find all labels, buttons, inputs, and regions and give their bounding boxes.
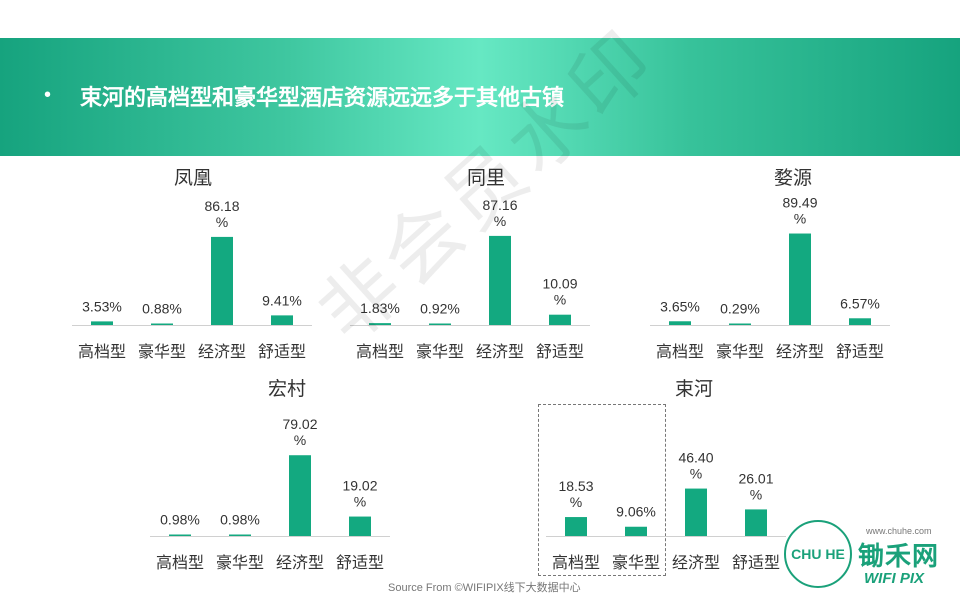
chart-bar bbox=[91, 321, 113, 325]
chuhe-badge-icon: CHU HE bbox=[784, 520, 852, 588]
x-tick-label: 高档型 bbox=[552, 554, 600, 572]
x-tick-label: 经济型 bbox=[776, 343, 824, 361]
x-tick-label: 舒适型 bbox=[836, 343, 884, 361]
data-label: 0.29% bbox=[720, 301, 760, 317]
chart-bar bbox=[429, 323, 451, 325]
x-tick-label: 舒适型 bbox=[336, 554, 384, 572]
chart-title: 宏村 bbox=[268, 378, 306, 400]
data-label: 86.18% bbox=[204, 198, 239, 230]
brand-logo: CHU HE www.chuhe.com 锄禾网 WIFI PIX bbox=[780, 518, 960, 600]
data-label: 3.65% bbox=[660, 298, 700, 314]
x-tick-label: 经济型 bbox=[672, 554, 720, 572]
x-tick-label: 豪华型 bbox=[716, 342, 764, 361]
data-label: 0.92% bbox=[420, 301, 460, 317]
chart-bar bbox=[789, 233, 811, 325]
x-tick-label: 舒适型 bbox=[536, 343, 584, 361]
title-banner bbox=[0, 38, 960, 156]
page-title: 束河的高档型和豪华型酒店资源远远多于其他古镇 bbox=[80, 85, 565, 110]
x-tick-label: 豪华型 bbox=[216, 553, 264, 572]
data-label: 0.88% bbox=[142, 301, 182, 317]
x-tick-label: 高档型 bbox=[656, 343, 704, 361]
x-tick-label: 豪华型 bbox=[138, 342, 186, 361]
chart-bar bbox=[565, 517, 587, 536]
x-tick-label: 豪华型 bbox=[612, 553, 660, 572]
x-tick-label: 舒适型 bbox=[258, 343, 306, 361]
chart-bar bbox=[729, 323, 751, 325]
data-label: 79.02% bbox=[282, 416, 317, 448]
highlight-box bbox=[538, 404, 666, 576]
data-label: 9.41% bbox=[262, 292, 302, 308]
data-label: 19.02% bbox=[342, 478, 377, 510]
x-tick-label: 高档型 bbox=[78, 343, 126, 361]
data-label: 9.06% bbox=[616, 504, 656, 520]
data-label: 87.16% bbox=[482, 197, 517, 229]
source-note: Source From ©WIFIPIX线下大数据中心 bbox=[388, 582, 581, 594]
x-tick-label: 舒适型 bbox=[732, 554, 780, 572]
chart-bar bbox=[549, 314, 571, 325]
data-label: 26.01% bbox=[738, 470, 773, 502]
chart-bar bbox=[211, 236, 233, 325]
x-tick-label: 豪华型 bbox=[416, 342, 464, 361]
chart-title: 束河 bbox=[675, 378, 713, 400]
logo-brand: WIFI PIX bbox=[864, 570, 924, 587]
data-label: 1.83% bbox=[360, 300, 400, 316]
chart-bar bbox=[349, 516, 371, 536]
chart-bar bbox=[271, 315, 293, 325]
x-tick-label: 经济型 bbox=[276, 554, 324, 572]
chart-bar bbox=[849, 318, 871, 325]
chart-title: 婺源 bbox=[774, 167, 812, 189]
chart-bar bbox=[669, 321, 691, 325]
chart-bar bbox=[369, 323, 391, 325]
x-tick-label: 经济型 bbox=[476, 343, 524, 361]
bullet-point: • bbox=[44, 84, 52, 106]
chart-bar bbox=[169, 534, 191, 536]
chart-bar bbox=[489, 235, 511, 325]
chart-bar bbox=[151, 323, 173, 325]
chart-title: 同里 bbox=[467, 168, 505, 189]
x-tick-label: 高档型 bbox=[156, 554, 204, 572]
logo-name: 锄禾网 bbox=[858, 541, 940, 571]
chart-title: 凤凰 bbox=[174, 168, 212, 189]
data-label: 46.40% bbox=[678, 450, 713, 482]
chart-bar bbox=[745, 509, 767, 536]
x-tick-label: 经济型 bbox=[198, 343, 246, 361]
data-label: 6.57% bbox=[840, 295, 880, 311]
data-label: 0.98% bbox=[220, 512, 260, 528]
data-label: 0.98% bbox=[160, 512, 200, 528]
data-label: 18.53% bbox=[558, 478, 593, 510]
chart-bar bbox=[289, 455, 311, 536]
data-label: 10.09% bbox=[542, 276, 577, 308]
x-tick-label: 高档型 bbox=[356, 343, 404, 361]
logo-url: www.chuhe.com bbox=[866, 526, 932, 536]
chart-bar bbox=[685, 488, 707, 536]
data-label: 89.49% bbox=[782, 195, 817, 227]
chart-bar bbox=[229, 534, 251, 536]
chart-bar bbox=[625, 526, 647, 536]
data-label: 3.53% bbox=[82, 298, 122, 314]
